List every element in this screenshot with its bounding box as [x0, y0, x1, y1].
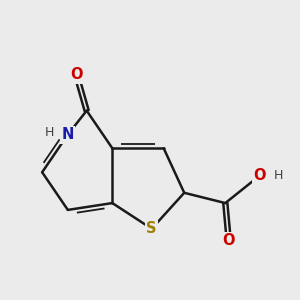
Text: O: O: [70, 67, 82, 82]
Text: H: H: [274, 169, 283, 182]
Text: S: S: [146, 221, 157, 236]
Text: O: O: [223, 233, 235, 248]
Text: N: N: [61, 127, 74, 142]
Text: O: O: [253, 168, 266, 183]
Text: H: H: [44, 126, 54, 140]
